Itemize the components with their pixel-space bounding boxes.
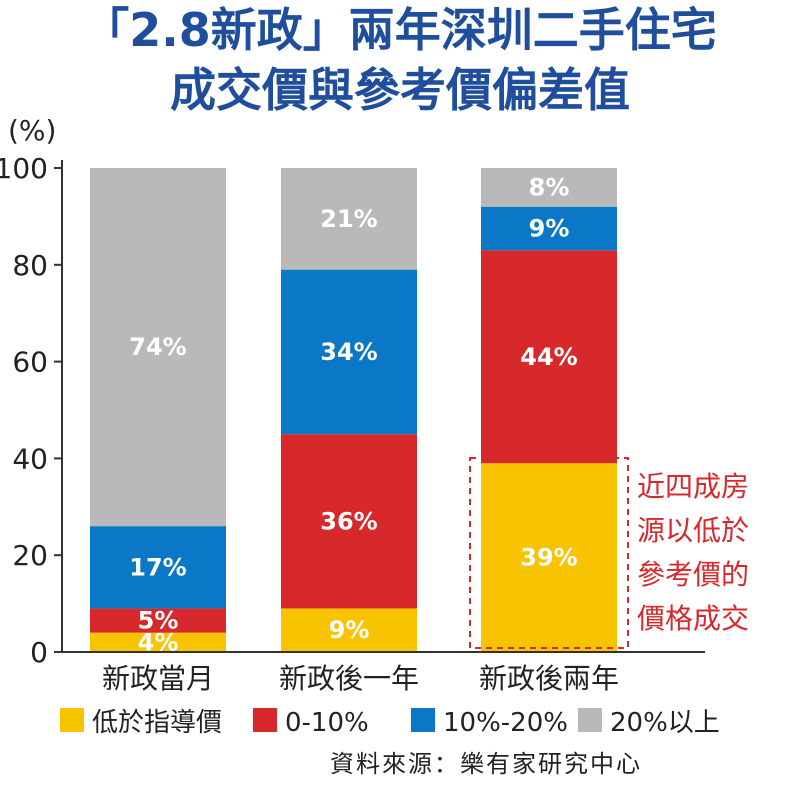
y-tick-label: 40 (12, 442, 48, 475)
legend: 低於指導價 0-10% 10%-20% 20%以上 (60, 708, 720, 738)
bar-segment (90, 608, 226, 633)
x-axis: 新政當月 新政後一年 新政後兩年 (62, 651, 705, 695)
legend-swatch (411, 708, 435, 732)
source-note: 資料來源：樂有家研究中心 (330, 750, 642, 778)
data-label: 21% (320, 205, 377, 233)
bar-segment (90, 168, 226, 527)
y-tick-label: 60 (12, 346, 48, 379)
data-label: 8% (529, 173, 570, 201)
chart-title-line2: 成交價與參考價偏差值 (170, 63, 630, 117)
bars: 4%5%17%74%9%36%34%21%39%44%9%8% (90, 168, 617, 656)
bar-segment (281, 434, 417, 609)
y-tick-label: 0 (30, 636, 48, 669)
legend-label: 10%-20% (443, 708, 568, 738)
annotation-line: 源以低於 (637, 514, 749, 547)
legend-label: 低於指導價 (92, 708, 222, 738)
x-category-label: 新政後兩年 (479, 662, 619, 695)
legend-swatch (578, 708, 602, 732)
bar-segment (281, 269, 417, 435)
data-label: 5% (138, 607, 179, 635)
y-unit-label: (%) (8, 114, 56, 147)
annotation-line: 近四成房 (637, 470, 749, 503)
chart-title-line1: 「2.8新政」兩年深圳二手住宅 (83, 3, 717, 57)
bar-segment (90, 526, 226, 609)
bar-segment (281, 608, 417, 652)
highlight-box (469, 457, 629, 649)
bar-segment (481, 250, 617, 464)
y-tick-label: 100 (0, 152, 48, 185)
data-label: 17% (129, 553, 186, 581)
y-axis: 0 20 40 60 80 100 (0, 152, 63, 669)
legend-label: 20%以上 (610, 708, 720, 738)
annotation-line: 參考價的 (637, 558, 749, 591)
x-category-label: 新政當月 (102, 662, 214, 695)
y-tick-label: 20 (12, 539, 48, 572)
legend-label: 0-10% (285, 708, 369, 738)
y-tick-label: 80 (12, 249, 48, 282)
annotation-line: 價格成交 (637, 602, 749, 635)
data-label: 44% (520, 343, 577, 371)
legend-swatch (253, 708, 277, 732)
data-label: 9% (329, 616, 370, 644)
data-label: 9% (529, 215, 570, 243)
bar-segment (481, 206, 617, 251)
data-label: 74% (129, 333, 186, 361)
bar-segment (481, 463, 617, 652)
data-label: 34% (320, 338, 377, 366)
legend-swatch (60, 708, 84, 732)
bar-segment (281, 168, 417, 270)
bar-segment (90, 632, 226, 652)
x-category-label: 新政後一年 (279, 662, 419, 695)
data-label: 39% (520, 544, 577, 572)
bar-segment (481, 168, 617, 207)
data-label: 36% (320, 507, 377, 535)
